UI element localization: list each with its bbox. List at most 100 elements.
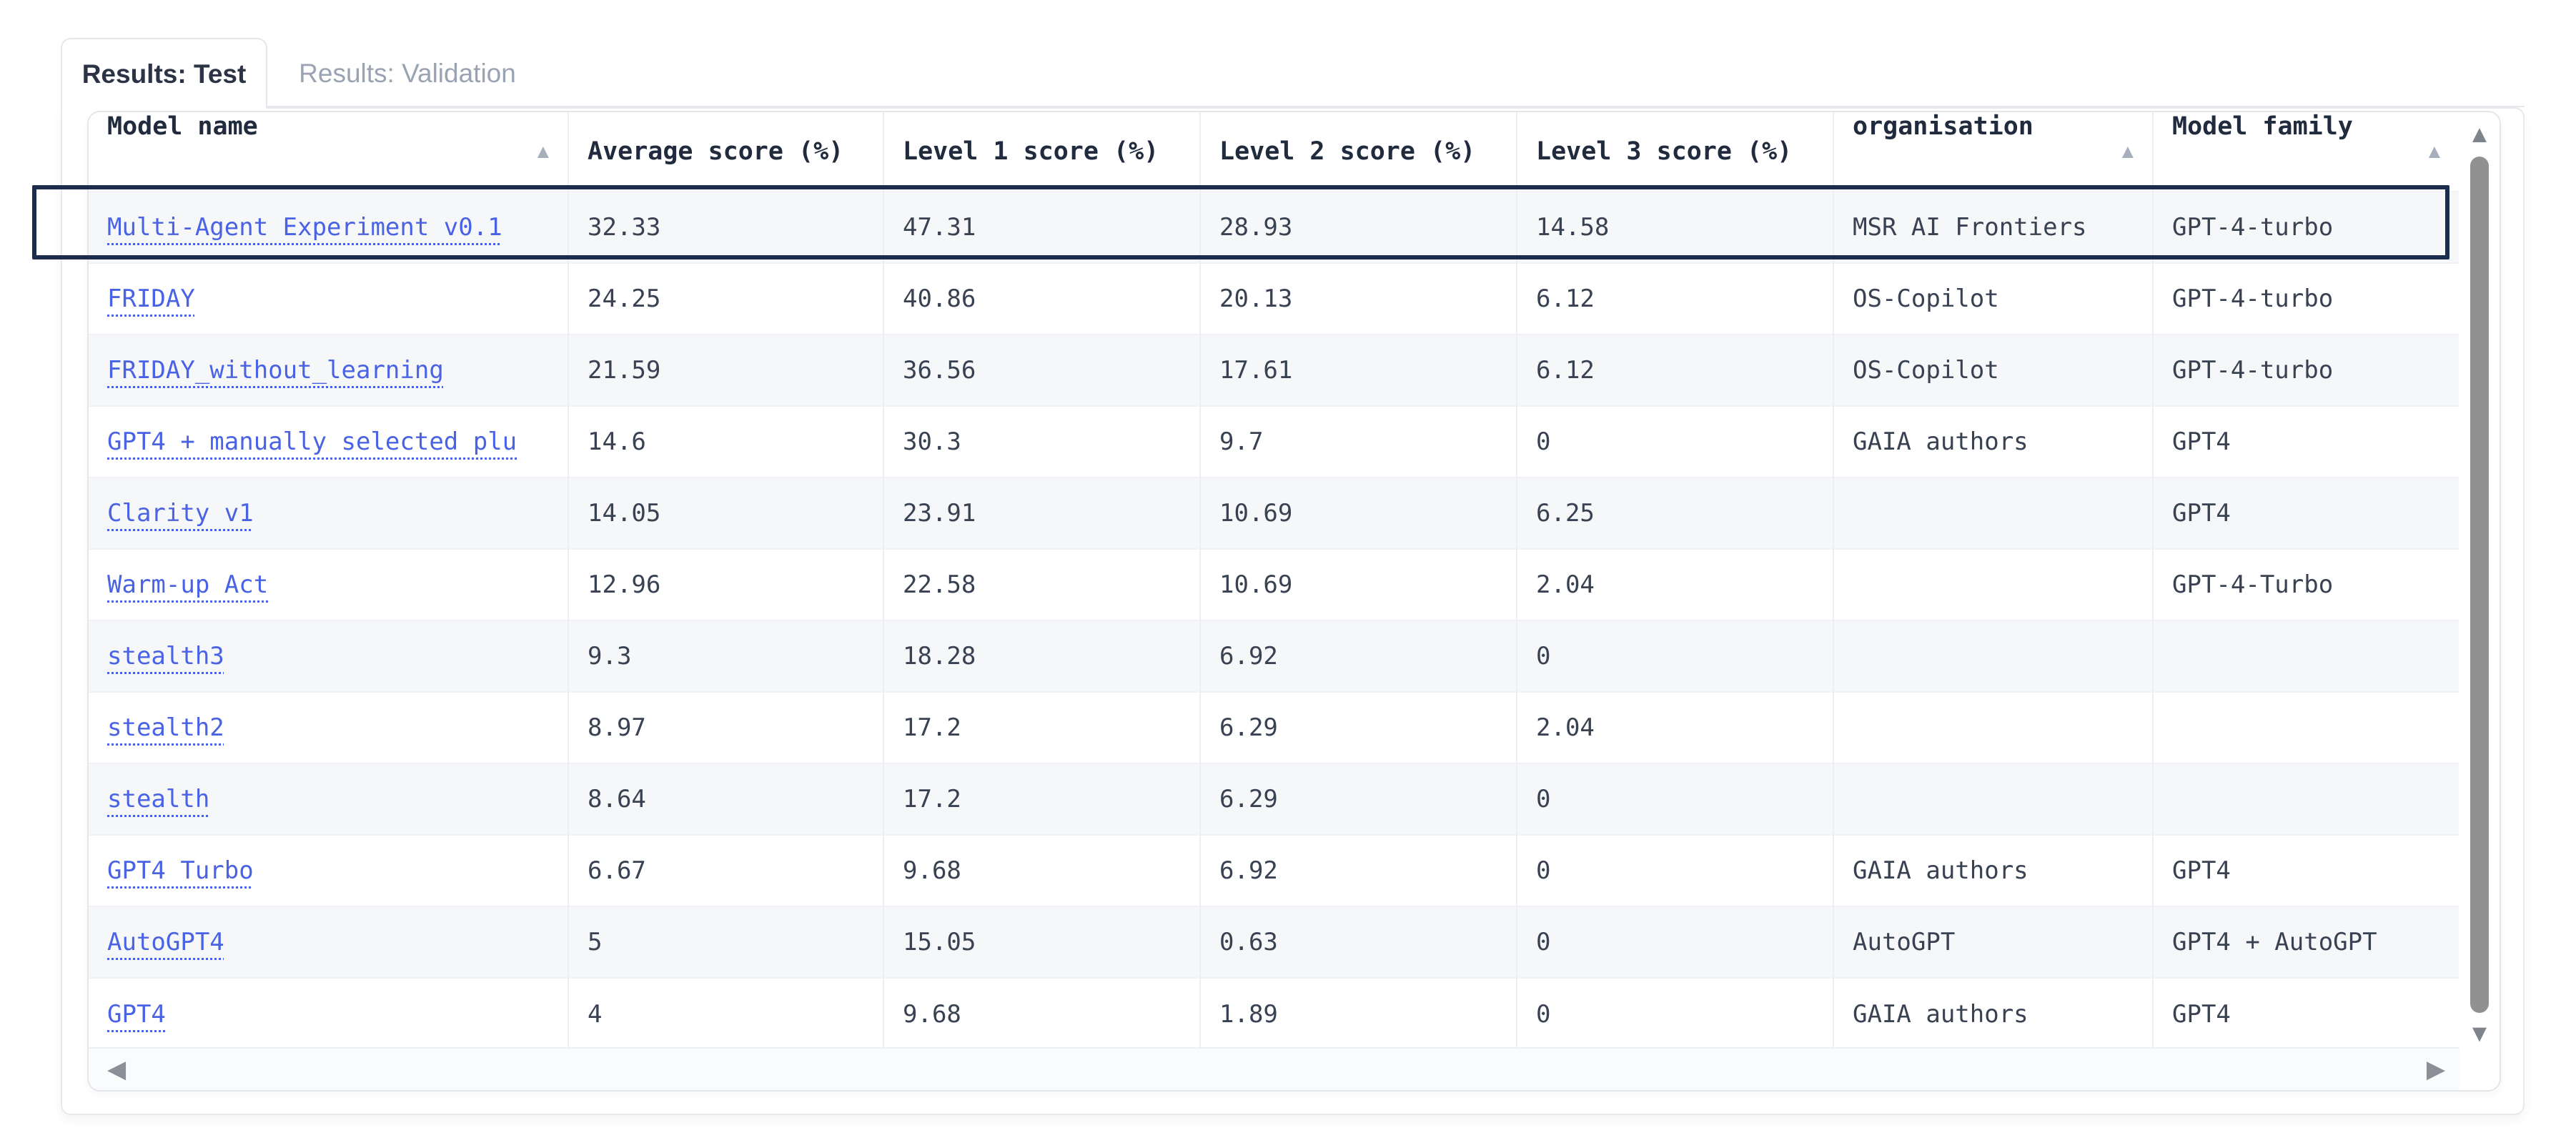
cell-model[interactable]: Clarity v1 — [89, 477, 569, 549]
cell-level3[interactable]: 6.12 — [1517, 262, 1834, 335]
cell-average[interactable]: 32.33 — [568, 191, 884, 263]
cell-organisation[interactable] — [1833, 620, 2154, 692]
cell-model[interactable]: stealth3 — [89, 620, 569, 692]
cell-level3[interactable]: 2.04 — [1517, 548, 1834, 620]
cell-level3[interactable]: 6.25 — [1517, 477, 1834, 549]
cell-level3[interactable]: 0 — [1517, 906, 1834, 978]
scroll-down-icon[interactable]: ▼ — [2467, 1020, 2492, 1047]
cell-level3[interactable]: 6.12 — [1517, 334, 1834, 406]
sort-ascending-icon[interactable]: ▲ — [2121, 140, 2134, 162]
cell-model[interactable]: stealth2 — [89, 691, 569, 763]
cell-organisation[interactable]: OS-Copilot — [1833, 334, 2154, 406]
vertical-scrollbar-thumb[interactable] — [2470, 157, 2489, 1013]
cell-average[interactable]: 8.97 — [568, 691, 884, 763]
cell-level2[interactable]: 9.7 — [1200, 405, 1517, 478]
tab-results-test[interactable]: Results: Test — [61, 38, 267, 109]
cell-level1[interactable]: 17.2 — [883, 763, 1201, 835]
horizontal-scrollbar[interactable]: ◀ ▶ — [89, 1047, 2459, 1090]
cell-model[interactable]: GPT4 + manually selected plu — [89, 405, 569, 478]
cell-level3[interactable]: 0 — [1517, 834, 1834, 906]
cell-level1[interactable]: 15.05 — [883, 906, 1201, 978]
cell-organisation[interactable]: GAIA authors — [1833, 977, 2154, 1047]
cell-organisation[interactable]: GAIA authors — [1833, 405, 2154, 478]
cell-model[interactable]: Warm-up Act — [89, 548, 569, 620]
cell-family[interactable]: GPT-4-turbo — [2153, 262, 2459, 335]
cell-family[interactable]: GPT-4-turbo — [2153, 191, 2459, 263]
cell-family[interactable]: GPT-4-turbo — [2153, 334, 2459, 406]
model-link[interactable]: AutoGPT4 — [107, 928, 224, 956]
cell-family[interactable]: GPT4 + AutoGPT — [2153, 906, 2459, 978]
cell-level2[interactable]: 10.69 — [1200, 477, 1517, 549]
column-header-model-name[interactable]: ▲ Model name — [89, 112, 569, 192]
cell-average[interactable]: 4 — [568, 977, 884, 1047]
cell-model[interactable]: FRIDAY_without_learning — [89, 334, 569, 406]
cell-family[interactable]: GPT4 — [2153, 977, 2459, 1047]
cell-level1[interactable]: 47.31 — [883, 191, 1201, 263]
scroll-up-icon[interactable]: ▲ — [2467, 121, 2492, 148]
cell-level2[interactable]: 10.69 — [1200, 548, 1517, 620]
model-link[interactable]: Clarity v1 — [107, 499, 254, 528]
cell-organisation[interactable]: AutoGPT — [1833, 906, 2154, 978]
cell-average[interactable]: 14.05 — [568, 477, 884, 549]
cell-organisation[interactable] — [1833, 477, 2154, 549]
cell-level1[interactable]: 22.58 — [883, 548, 1201, 620]
cell-organisation[interactable]: GAIA authors — [1833, 834, 2154, 906]
vertical-scrollbar[interactable]: ▲ ▼ — [2459, 112, 2500, 1047]
model-link[interactable]: GPT4 Turbo — [107, 856, 254, 885]
cell-average[interactable]: 12.96 — [568, 548, 884, 620]
model-link[interactable]: stealth3 — [107, 642, 224, 671]
cell-level1[interactable]: 30.3 — [883, 405, 1201, 478]
sort-ascending-icon[interactable]: ▲ — [2428, 140, 2440, 162]
cell-model[interactable]: GPT4 — [89, 977, 569, 1047]
model-link[interactable]: FRIDAY — [107, 285, 195, 313]
column-header-level-2-score-[interactable]: Level 2 score (%) — [1200, 112, 1517, 192]
model-link[interactable]: GPT4 + manually selected plu — [107, 427, 517, 456]
cell-level2[interactable]: 6.29 — [1200, 763, 1517, 835]
cell-level3[interactable]: 0 — [1517, 977, 1834, 1047]
cell-model[interactable]: stealth — [89, 763, 569, 835]
cell-level1[interactable]: 9.68 — [883, 977, 1201, 1047]
cell-level2[interactable]: 6.92 — [1200, 834, 1517, 906]
cell-family[interactable]: GPT4 — [2153, 477, 2459, 549]
cell-average[interactable]: 8.64 — [568, 763, 884, 835]
cell-model[interactable]: AutoGPT4 — [89, 906, 569, 978]
table-scroll-area[interactable]: ▲ Model name Average score (%) Level 1 scor… — [89, 112, 2459, 1047]
model-link[interactable]: FRIDAY_without_learning — [107, 356, 444, 385]
cell-organisation[interactable] — [1833, 691, 2154, 763]
column-header-level-3-score-[interactable]: Level 3 score (%) — [1517, 112, 1834, 192]
scroll-left-icon[interactable]: ◀ — [107, 1056, 127, 1083]
cell-organisation[interactable] — [1833, 548, 2154, 620]
cell-level1[interactable]: 17.2 — [883, 691, 1201, 763]
cell-average[interactable]: 5 — [568, 906, 884, 978]
cell-level3[interactable]: 14.58 — [1517, 191, 1834, 263]
cell-level2[interactable]: 1.89 — [1200, 977, 1517, 1047]
cell-level3[interactable]: 0 — [1517, 405, 1834, 478]
cell-level1[interactable]: 18.28 — [883, 620, 1201, 692]
cell-average[interactable]: 6.67 — [568, 834, 884, 906]
sort-ascending-icon[interactable]: ▲ — [537, 140, 549, 162]
cell-level1[interactable]: 23.91 — [883, 477, 1201, 549]
cell-model[interactable]: GPT4 Turbo — [89, 834, 569, 906]
cell-level2[interactable]: 0.63 — [1200, 906, 1517, 978]
tab-results-validation[interactable]: Results: Validation — [299, 58, 516, 88]
cell-average[interactable]: 9.3 — [568, 620, 884, 692]
cell-level1[interactable]: 40.86 — [883, 262, 1201, 335]
model-link[interactable]: Warm-up Act — [107, 570, 269, 599]
cell-family[interactable] — [2153, 763, 2459, 835]
cell-level3[interactable]: 0 — [1517, 620, 1834, 692]
cell-model[interactable]: FRIDAY — [89, 262, 569, 335]
cell-average[interactable]: 24.25 — [568, 262, 884, 335]
cell-level2[interactable]: 6.29 — [1200, 691, 1517, 763]
cell-level1[interactable]: 9.68 — [883, 834, 1201, 906]
cell-family[interactable]: GPT-4-Turbo — [2153, 548, 2459, 620]
scroll-right-icon[interactable]: ▶ — [2426, 1056, 2445, 1083]
cell-level2[interactable]: 17.61 — [1200, 334, 1517, 406]
model-link[interactable]: GPT4 — [107, 999, 166, 1029]
model-link[interactable]: Multi-Agent Experiment v0.1 — [107, 213, 502, 242]
cell-organisation[interactable]: OS-Copilot — [1833, 262, 2154, 335]
cell-family[interactable] — [2153, 620, 2459, 692]
cell-level2[interactable]: 6.92 — [1200, 620, 1517, 692]
cell-level3[interactable]: 0 — [1517, 763, 1834, 835]
cell-organisation[interactable] — [1833, 763, 2154, 835]
model-link[interactable]: stealth — [107, 785, 210, 813]
